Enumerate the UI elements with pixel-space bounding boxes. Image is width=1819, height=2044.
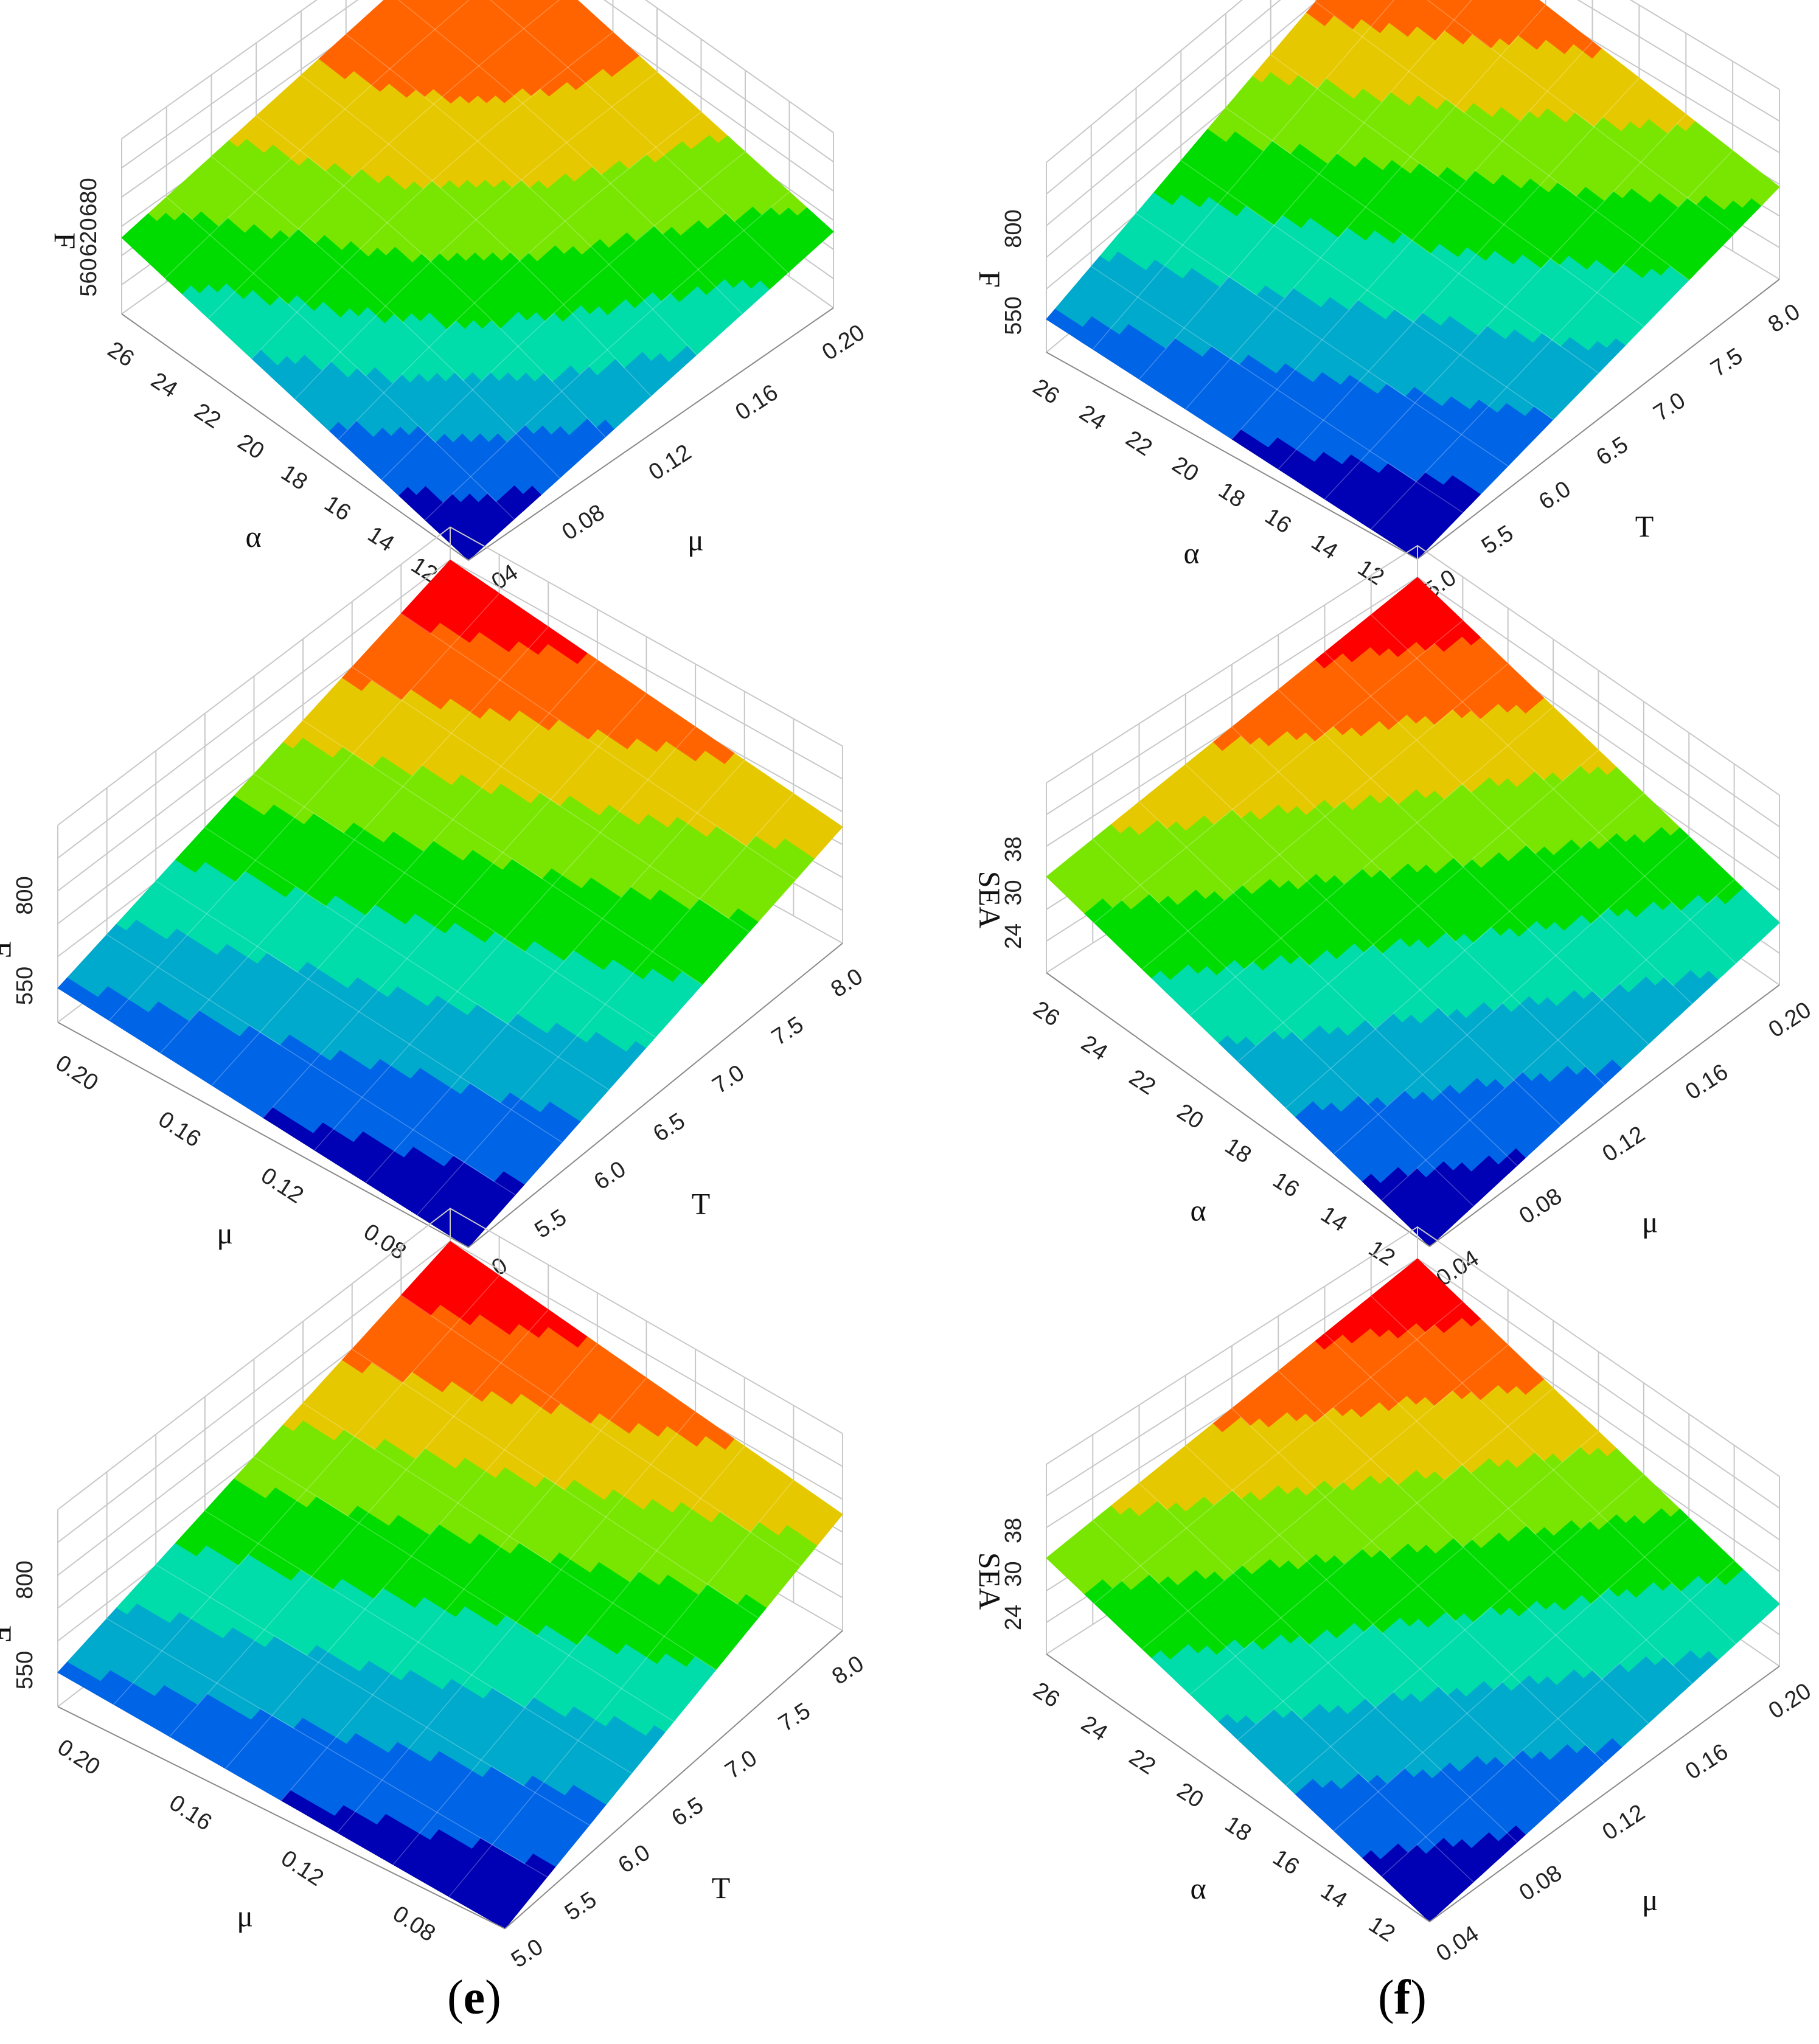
- x-tick-label: 26: [1028, 374, 1063, 409]
- y-tick-label: 7.5: [1706, 343, 1747, 382]
- x-tick-label: 22: [190, 398, 225, 434]
- surface-cell: [472, 0, 487, 7]
- z-tick-label: 550: [12, 967, 38, 1005]
- x-tick-label: 18: [276, 460, 311, 495]
- z-axis-label: F: [0, 941, 18, 958]
- x-tick-label: 14: [1307, 529, 1342, 565]
- y-tick-label: 5.5: [530, 1204, 571, 1243]
- x-tick-label: 16: [320, 491, 355, 526]
- z-tick-label: 550: [1001, 296, 1026, 335]
- y-tick-label: 0.20: [818, 319, 869, 366]
- x-tick-label: 0.20: [51, 1050, 103, 1096]
- surface-cell: [436, 0, 452, 7]
- y-tick-label: 7.0: [708, 1060, 749, 1099]
- x-tick-label: 18: [1214, 478, 1249, 513]
- surface-cell: [543, 0, 560, 7]
- y-tick-label: 7.5: [767, 1012, 808, 1051]
- z-axis-label: F: [48, 232, 82, 249]
- grid-line: [121, 0, 834, 198]
- x-tick-label: 22: [1121, 426, 1156, 461]
- surface: [1046, 0, 1780, 560]
- y-tick-label: 6.5: [649, 1108, 689, 1147]
- y-axis-label: T: [1635, 509, 1654, 543]
- z-tick-label: 680: [76, 178, 102, 216]
- y-tick-label: 0.16: [731, 380, 783, 426]
- x-tick-label: 24: [1075, 400, 1110, 435]
- y-tick-label: 6.0: [590, 1156, 630, 1195]
- z-tick-label: 800: [12, 876, 38, 914]
- surface-cell: [490, 0, 505, 7]
- x-tick-label: 24: [147, 367, 182, 403]
- z-axis-label: F: [973, 271, 1007, 288]
- x-tick-label: 20: [233, 429, 268, 464]
- y-tick-label: 7.0: [1649, 388, 1690, 426]
- x-tick-label: 14: [363, 521, 398, 557]
- panel-c: 0.200.160.120.085.05.56.06.57.07.58.0550…: [0, 526, 868, 1346]
- y-tick-label: 0.08: [558, 499, 610, 546]
- x-axis-label: μ: [217, 1216, 233, 1250]
- grid-line: [121, 0, 834, 139]
- z-tick-label: 800: [1001, 209, 1026, 248]
- grid-line: [121, 0, 834, 169]
- x-axis-label: α: [1184, 536, 1200, 570]
- y-tick-label: 5.5: [1477, 521, 1518, 560]
- x-tick-label: 20: [1167, 451, 1203, 487]
- y-tick-label: 8.0: [827, 964, 868, 1003]
- x-tick-label: 0.16: [154, 1107, 206, 1153]
- y-tick-label: 8.0: [1764, 299, 1804, 338]
- y-tick-label: 6.5: [1592, 432, 1633, 471]
- x-tick-label: 16: [1261, 503, 1296, 538]
- surface-cell: [525, 0, 541, 7]
- surface-cell: [417, 0, 435, 8]
- surface-cell: [507, 0, 523, 7]
- x-axis-label: α: [246, 520, 262, 554]
- y-tick-label: 0.12: [644, 440, 696, 486]
- y-tick-label: 6.0: [1534, 476, 1575, 515]
- surface: [121, 0, 834, 561]
- surface-cell: [454, 0, 470, 7]
- y-axis-label: T: [692, 1187, 711, 1221]
- surface-cell: [399, 0, 418, 9]
- surface: [57, 559, 843, 1248]
- y-axis-label: μ: [687, 523, 704, 557]
- z-tick-label: 560: [76, 258, 102, 296]
- x-tick-label: 26: [103, 336, 138, 372]
- x-tick-label: 0.12: [256, 1163, 308, 1209]
